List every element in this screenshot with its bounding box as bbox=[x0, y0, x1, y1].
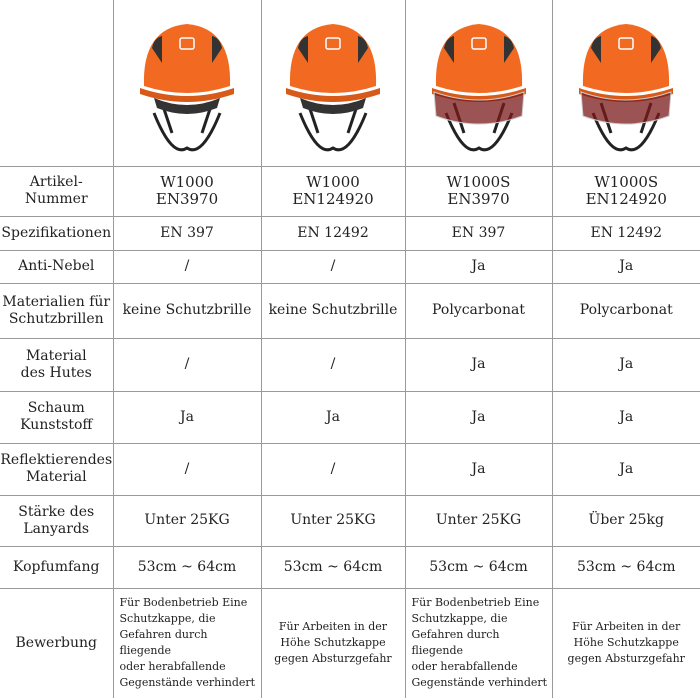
cell-value: Ja bbox=[404, 442, 553, 496]
cell-value: Für Bodenbetrieb Eine Schutzkappe, die Gef… bbox=[112, 587, 262, 698]
row-label: Spezifikationen bbox=[0, 215, 114, 251]
row-label: Material des Hutes bbox=[0, 337, 114, 392]
cell-value: / bbox=[260, 337, 406, 392]
cell-value: Über 25kg bbox=[551, 494, 700, 547]
cell-value: 53cm ~ 64cm bbox=[404, 545, 553, 589]
cell-value: 53cm ~ 64cm bbox=[551, 545, 700, 589]
product-image-3 bbox=[404, 0, 553, 167]
cell-value: Ja bbox=[404, 390, 553, 444]
product-image-1 bbox=[112, 0, 262, 167]
table-row: Spezifikationen EN 397 EN 12492 EN 397 EN 12… bbox=[0, 215, 700, 251]
row-label: Anti-Nebel bbox=[0, 249, 114, 284]
cell-value: Ja bbox=[404, 337, 553, 392]
cell-value: Ja bbox=[551, 337, 700, 392]
cell-value: Ja bbox=[404, 249, 553, 284]
table-row: Reflektierendes Material / / Ja Ja bbox=[0, 442, 700, 496]
cell-value: keine Schutzbrille bbox=[260, 282, 406, 339]
table-row: Stärke des Lanyards Unter 25KG Unter 25KG Un… bbox=[0, 494, 700, 547]
cell-value: W1000 EN3970 bbox=[112, 165, 262, 217]
table-row: Material des Hutes / / Ja Ja bbox=[0, 337, 700, 392]
image-row bbox=[0, 0, 700, 167]
product-image-2 bbox=[260, 0, 406, 167]
cell-value: EN 12492 bbox=[551, 215, 700, 251]
empty-corner bbox=[0, 0, 114, 167]
row-label: Bewerbung bbox=[0, 587, 114, 698]
cell-value: Unter 25KG bbox=[404, 494, 553, 547]
cell-value: / bbox=[112, 249, 262, 284]
row-label: Stärke des Lanyards bbox=[0, 494, 114, 547]
table-row: Kopfumfang 53cm ~ 64cm 53cm ~ 64cm 53cm ~ 6… bbox=[0, 545, 700, 589]
row-label: Materialien für Schutzbrillen bbox=[0, 282, 114, 339]
cell-value: / bbox=[112, 442, 262, 496]
cell-value: Ja bbox=[551, 442, 700, 496]
cell-value: / bbox=[260, 249, 406, 284]
cell-value: / bbox=[260, 442, 406, 496]
table-row: Materialien für Schutzbrillen keine Schutz… bbox=[0, 282, 700, 339]
cell-value: Ja bbox=[551, 390, 700, 444]
helmet-icon bbox=[140, 23, 234, 151]
cell-value: Für Bodenbetrieb Eine Schutzkappe, die Gef… bbox=[404, 587, 553, 698]
cell-value: / bbox=[112, 337, 262, 392]
table-row: Schaum Kunststoff Ja Ja Ja Ja bbox=[0, 390, 700, 444]
cell-value: Für Arbeiten in der Höhe Schutzkappe gegen… bbox=[551, 587, 700, 698]
cell-value: keine Schutzbrille bbox=[112, 282, 262, 339]
table-row: Artikel- Nummer W1000 EN3970 W1000 EN124920 W1… bbox=[0, 165, 700, 217]
cell-value: EN 397 bbox=[112, 215, 262, 251]
cell-value: EN 12492 bbox=[260, 215, 406, 251]
table-row: Anti-Nebel / / Ja Ja bbox=[0, 249, 700, 284]
cell-value: Ja bbox=[260, 390, 406, 444]
cell-value: Ja bbox=[551, 249, 700, 284]
helmet-with-visor-icon bbox=[431, 23, 526, 151]
cell-value: W1000S EN124920 bbox=[551, 165, 700, 217]
table-row: Bewerbung Für Bodenbetrieb Eine Schutzkapp… bbox=[0, 587, 700, 698]
cell-value: Polycarbonat bbox=[551, 282, 700, 339]
row-label: Reflektierendes Material bbox=[0, 442, 114, 496]
cell-value: Ja bbox=[112, 390, 262, 444]
row-label: Schaum Kunststoff bbox=[0, 390, 114, 444]
helmet-icon bbox=[286, 23, 380, 151]
cell-value: 53cm ~ 64cm bbox=[112, 545, 262, 589]
row-label: Artikel- Nummer bbox=[0, 165, 114, 217]
cell-value: Unter 25KG bbox=[260, 494, 406, 547]
row-label: Kopfumfang bbox=[0, 545, 114, 589]
cell-value: Für Arbeiten in der Höhe Schutzkappe gegen… bbox=[260, 587, 406, 698]
cell-value: EN 397 bbox=[404, 215, 553, 251]
cell-value: 53cm ~ 64cm bbox=[260, 545, 406, 589]
cell-value: W1000S EN3970 bbox=[404, 165, 553, 217]
helmet-with-visor-icon bbox=[579, 23, 674, 151]
cell-value: W1000 EN124920 bbox=[260, 165, 406, 217]
product-image-4 bbox=[551, 0, 700, 167]
cell-value: Unter 25KG bbox=[112, 494, 262, 547]
cell-value: Polycarbonat bbox=[404, 282, 553, 339]
